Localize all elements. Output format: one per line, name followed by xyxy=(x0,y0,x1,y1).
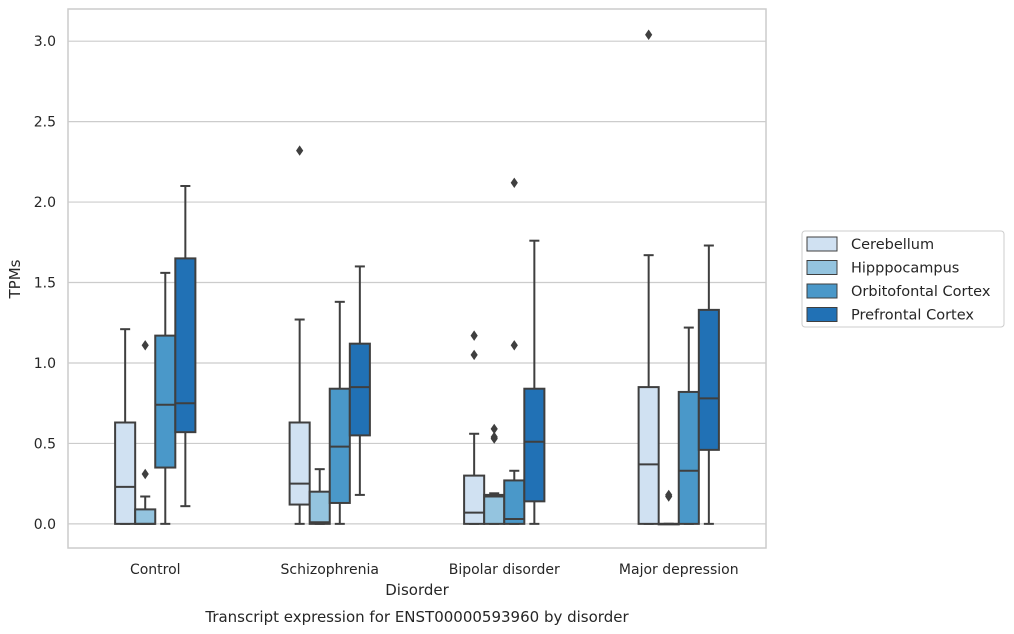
chart-caption: Transcript expression for ENST0000059396… xyxy=(204,608,629,626)
legend-label: Hipppocampus xyxy=(851,261,959,277)
x-tick-label: Bipolar disorder xyxy=(449,562,560,578)
box-body xyxy=(697,308,720,451)
y-tick-label: 1.0 xyxy=(34,356,56,372)
box-body xyxy=(523,387,546,503)
box-3-1 xyxy=(348,265,371,496)
legend-frame xyxy=(801,230,1005,328)
box-0-3 xyxy=(637,29,660,525)
box-body xyxy=(463,474,486,525)
legend-item: Prefrontal Cortex xyxy=(806,307,974,324)
box-body xyxy=(154,334,177,469)
outlier-point xyxy=(665,489,673,501)
legend-label: Cerebellum xyxy=(851,237,934,253)
legend-swatch xyxy=(806,260,838,275)
x-axis-label: Disorder xyxy=(385,581,449,599)
box-body xyxy=(348,342,371,437)
y-tick-label: 3.0 xyxy=(34,34,56,50)
legend-item: Hipppocampus xyxy=(806,260,959,277)
x-tick-labels: Control Schizophrenia Bipolar disorder Majo… xyxy=(130,562,739,578)
plot-frame xyxy=(67,8,767,549)
box-1-3 xyxy=(657,489,680,526)
box-0-1 xyxy=(288,145,311,525)
legend-label: Prefrontal Cortex xyxy=(851,308,974,324)
outlier-point xyxy=(490,431,498,443)
x-tick-label: Control xyxy=(130,562,181,578)
x-tick-label: Schizophrenia xyxy=(281,562,379,578)
y-tick-label: 2.0 xyxy=(34,195,56,211)
outlier-point xyxy=(510,177,518,188)
box-2-3 xyxy=(677,326,700,525)
outlier-point xyxy=(510,340,518,351)
outlier-point xyxy=(490,423,498,435)
outlier-point xyxy=(141,468,149,480)
outlier-point xyxy=(470,330,478,341)
outlier-point xyxy=(645,29,653,40)
box-2-1 xyxy=(328,300,351,525)
box-0-0 xyxy=(114,328,137,525)
y-tick-label: 1.5 xyxy=(34,276,56,292)
y-tick-labels: 0.0 0.5 1.0 1.5 2.0 2.5 3.0 xyxy=(34,34,56,533)
outlier-point xyxy=(470,349,478,361)
box-body xyxy=(134,508,157,525)
legend-item: Cerebellum xyxy=(806,236,934,253)
box-body xyxy=(288,421,311,506)
legend-swatch xyxy=(806,307,838,322)
box-3-0 xyxy=(174,184,197,508)
legend-label: Orbitofontal Cortex xyxy=(851,284,991,300)
y-axis-label: TPMs xyxy=(6,259,24,299)
outlier-point xyxy=(296,145,304,156)
y-tick-label: 0.0 xyxy=(34,517,56,533)
box-body xyxy=(503,479,526,525)
box-body xyxy=(677,390,700,525)
box-body xyxy=(174,257,197,434)
box-body xyxy=(114,421,137,525)
box-1-2 xyxy=(483,423,506,525)
box-body xyxy=(483,493,506,525)
box-3-3 xyxy=(697,244,720,525)
box-body xyxy=(637,386,660,525)
box-body xyxy=(308,490,331,525)
boxes xyxy=(114,29,720,526)
outlier-point xyxy=(141,340,149,351)
legend-item: Orbitofontal Cortex xyxy=(806,283,991,300)
box-1-1 xyxy=(308,468,331,525)
x-tick-label: Major depression xyxy=(619,562,739,578)
legend: Cerebellum Hipppocampus Orbitofontal Corte… xyxy=(801,230,1005,328)
box-2-0 xyxy=(154,271,177,525)
legend-swatch xyxy=(806,283,838,299)
box-0-2 xyxy=(463,330,486,525)
box-2-2 xyxy=(503,177,526,525)
y-tick-label: 0.5 xyxy=(34,436,56,452)
box-1-0 xyxy=(134,340,157,525)
box-3-2 xyxy=(523,239,546,525)
y-tick-label: 2.5 xyxy=(34,115,56,131)
legend-swatch xyxy=(806,236,838,252)
